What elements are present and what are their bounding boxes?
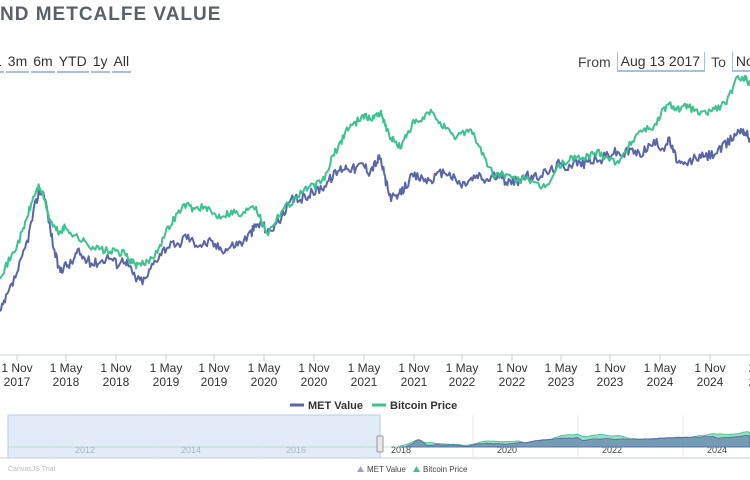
to-date-input[interactable]: Nov <box>731 52 750 72</box>
legend-bitcoin-price-label: Bitcoin Price <box>390 400 457 412</box>
range-button-ytd[interactable]: YTD <box>56 52 89 73</box>
watermark: CanvasJS Trial <box>8 466 56 473</box>
navigator-year-label: 2024 <box>707 445 727 455</box>
navigator-year-label: 2012 <box>75 445 95 455</box>
x-tick-year: 2021 <box>351 375 378 389</box>
bitcoin-price-series-line <box>0 74 750 280</box>
x-tick-label: 1 Nov <box>594 361 625 375</box>
x-tick-label: 1 Nov <box>1 361 32 375</box>
navigator-year-label: 2016 <box>286 445 306 455</box>
x-tick-label: 2 <box>749 361 750 375</box>
x-tick-year: 2018 <box>103 375 130 389</box>
x-tick-label: 1 May <box>150 361 183 375</box>
navigator-year-label: 2020 <box>497 445 517 455</box>
x-tick-label: 1 May <box>50 361 83 375</box>
x-tick-year: 2018 <box>53 375 80 389</box>
x-tick-label: 1 May <box>545 361 578 375</box>
range-button-1y[interactable]: 1y <box>90 52 110 73</box>
navigator-unselected-region <box>7 414 381 459</box>
x-tick-label: 1 Nov <box>496 361 527 375</box>
x-tick-year: 2022 <box>449 375 476 389</box>
x-tick-label: 1 Nov <box>298 361 329 375</box>
x-tick-label: 1 Nov <box>398 361 429 375</box>
range-button-6m[interactable]: 6m <box>31 52 55 73</box>
date-range-inputs: From Aug 13 2017 To Nov <box>578 52 750 72</box>
legend-met-value-label: MET Value <box>308 400 363 412</box>
x-tick-label: 1 Nov <box>198 361 229 375</box>
from-date-input[interactable]: Aug 13 2017 <box>616 52 706 72</box>
x-tick-year: 2020 <box>301 375 328 389</box>
x-tick-label: 1 Nov <box>100 361 131 375</box>
x-tick-year: 2020 <box>251 375 278 389</box>
navigator-year-label: 2022 <box>602 445 622 455</box>
navigator-legend-met-value-label: MET Value <box>367 465 406 474</box>
navigator-legend-bitcoin-price-marker <box>413 466 420 472</box>
x-tick-year: 2024 <box>697 375 724 389</box>
x-tick-year: 2 <box>749 375 750 389</box>
met-value-series-line <box>0 127 750 312</box>
x-tick-label: 1 Nov <box>694 361 725 375</box>
x-tick-year: 2019 <box>153 375 180 389</box>
x-tick-year: 2024 <box>647 375 674 389</box>
navigator-met-value-area <box>400 434 750 448</box>
x-tick-year: 2021 <box>401 375 428 389</box>
chart-title: ND METCALFE VALUE <box>0 4 222 25</box>
navigator-year-label: 2014 <box>181 445 201 455</box>
x-tick-year: 2022 <box>499 375 526 389</box>
navigator-year-label: 2018 <box>391 445 411 455</box>
x-tick-year: 2019 <box>201 375 228 389</box>
range-selector: 1 3m 6m YTD 1y All <box>0 52 132 73</box>
x-tick-label: 1 May <box>446 361 479 375</box>
range-button-3m[interactable]: 3m <box>5 52 30 73</box>
x-tick-label: 1 May <box>644 361 677 375</box>
navigator-left-handle <box>376 435 384 453</box>
to-label: To <box>711 54 726 70</box>
x-tick-year: 2023 <box>548 375 575 389</box>
x-tick-year: 2017 <box>4 375 31 389</box>
range-button-all[interactable]: All <box>111 52 132 73</box>
from-label: From <box>578 54 611 70</box>
x-tick-label: 1 May <box>248 361 281 375</box>
range-button-1m[interactable]: 1 <box>0 52 4 73</box>
navigator-legend-bitcoin-price-label: Bitcoin Price <box>423 465 468 474</box>
x-tick-label: 1 May <box>348 361 381 375</box>
x-tick-year: 2023 <box>597 375 624 389</box>
navigator-legend-met-value-marker <box>357 466 364 472</box>
